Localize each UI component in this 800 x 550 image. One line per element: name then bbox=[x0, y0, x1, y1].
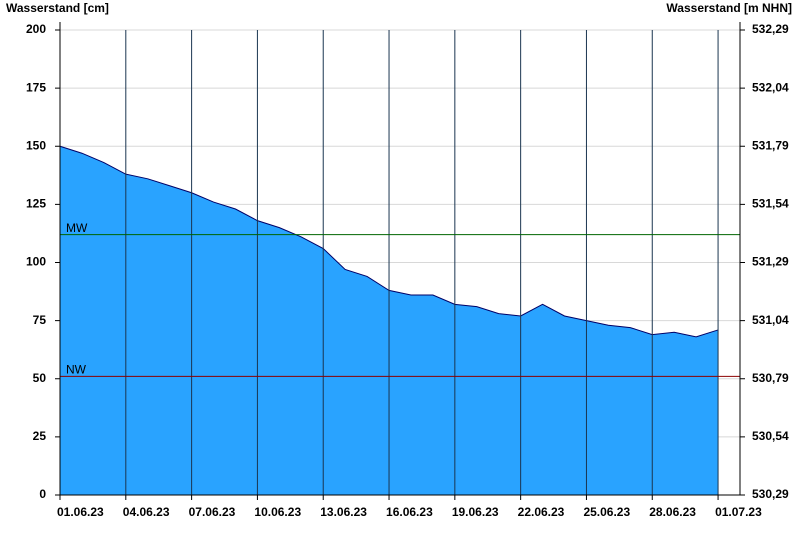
y2-tick-label: 532,29 bbox=[752, 22, 789, 36]
y2-tick-label: 531,79 bbox=[752, 138, 789, 152]
y2-tick-label: 530,79 bbox=[752, 371, 789, 385]
x-tick-label: 07.06.23 bbox=[189, 505, 236, 519]
x-tick-label: 10.06.23 bbox=[254, 505, 301, 519]
reference-label: MW bbox=[66, 221, 88, 235]
y2-axis-title: Wasserstand [m NHN] bbox=[666, 1, 792, 15]
y-tick-label: 125 bbox=[26, 197, 46, 211]
y2-tick-label: 532,04 bbox=[752, 80, 789, 94]
y-tick-label: 50 bbox=[33, 371, 47, 385]
reference-label: NW bbox=[66, 363, 87, 377]
y-tick-label: 150 bbox=[26, 138, 46, 152]
x-tick-label: 22.06.23 bbox=[518, 505, 565, 519]
x-tick-label: 19.06.23 bbox=[452, 505, 499, 519]
y-tick-label: 25 bbox=[33, 429, 47, 443]
y-tick-label: 75 bbox=[33, 313, 47, 327]
x-tick-label: 04.06.23 bbox=[123, 505, 170, 519]
y-axis-title: Wasserstand [cm] bbox=[6, 1, 109, 15]
x-tick-label: 25.06.23 bbox=[583, 505, 630, 519]
y-tick-label: 100 bbox=[26, 255, 46, 269]
x-tick-label: 01.06.23 bbox=[57, 505, 104, 519]
y2-tick-label: 531,29 bbox=[752, 255, 789, 269]
x-tick-label: 13.06.23 bbox=[320, 505, 367, 519]
y2-tick-label: 530,29 bbox=[752, 487, 789, 501]
x-tick-label: 28.06.23 bbox=[649, 505, 696, 519]
x-tick-label: 01.07.23 bbox=[715, 505, 762, 519]
y-tick-label: 175 bbox=[26, 80, 46, 94]
y2-tick-label: 531,54 bbox=[752, 197, 789, 211]
y2-tick-label: 530,54 bbox=[752, 429, 789, 443]
y-tick-label: 200 bbox=[26, 22, 46, 36]
y2-tick-label: 531,04 bbox=[752, 313, 789, 327]
x-tick-label: 16.06.23 bbox=[386, 505, 433, 519]
y-tick-label: 0 bbox=[39, 487, 46, 501]
